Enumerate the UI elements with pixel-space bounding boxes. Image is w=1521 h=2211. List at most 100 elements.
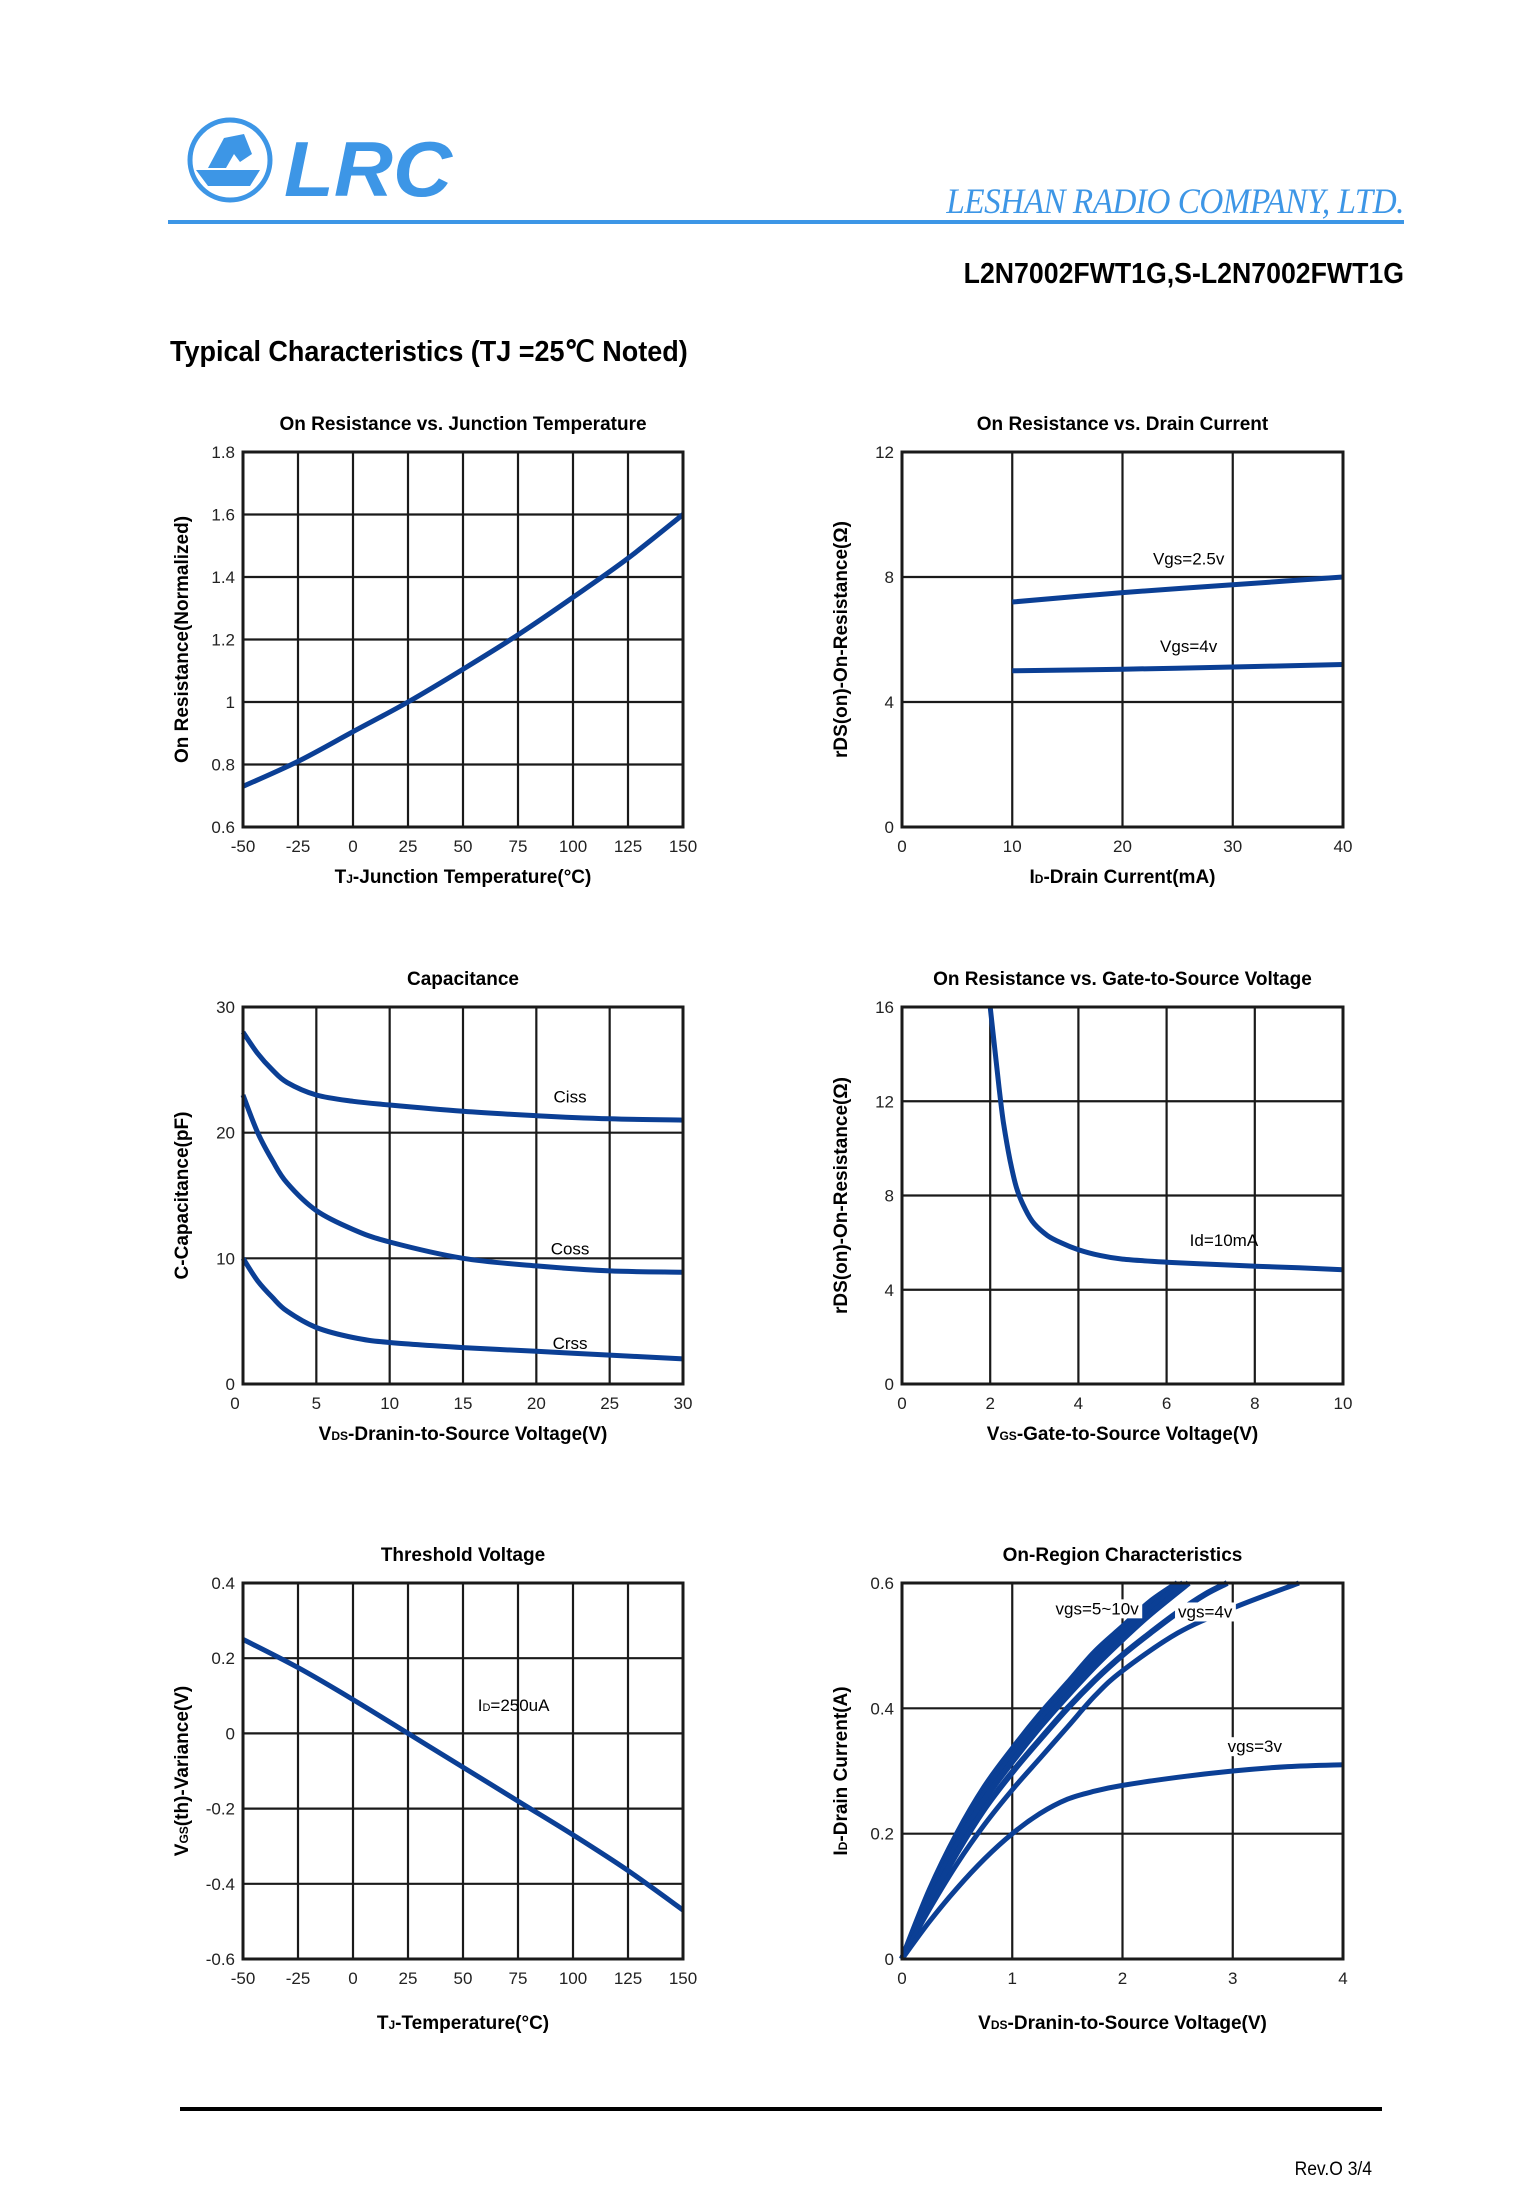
curve-label-crss: Crss — [553, 1334, 588, 1353]
x-tick-label: 8 — [1250, 1394, 1259, 1413]
curve-label-coss: Coss — [551, 1240, 590, 1259]
x-tick-label: 1 — [1008, 1969, 1017, 1988]
lrc-logo: LRC — [187, 117, 454, 208]
x-tick-label: -25 — [286, 1969, 311, 1988]
x-tick-label: 10 — [380, 1394, 399, 1413]
x-tick-label: 2 — [985, 1394, 994, 1413]
company-name: LESHAN RADIO COMPANY, LTD. — [946, 181, 1404, 221]
x-tick-label: 0 — [897, 1969, 906, 1988]
x-tick-label: 0 — [897, 1394, 906, 1413]
x-tick-label: 15 — [454, 1394, 473, 1413]
y-tick-label: 8 — [885, 1187, 894, 1206]
plot-frame — [900, 1581, 1345, 1961]
x-tick-label: 75 — [509, 837, 528, 856]
x-tick-label: 4 — [1338, 1969, 1347, 1988]
y-tick-label: 0 — [226, 1724, 235, 1743]
x-tick-label: 25 — [600, 1394, 619, 1413]
curve-vgs-2-5v — [1012, 574, 1344, 605]
curve-label-id-10ma: Id=10mA — [1190, 1231, 1259, 1250]
y-axis-label: On Resistance(Normalized) — [172, 516, 193, 763]
x-axis-label: TJ-Temperature(°C) — [377, 2013, 549, 2034]
logo-text: LRC — [284, 125, 454, 208]
section-title: Typical Characteristics (TJ =25℃ Noted) — [170, 336, 688, 368]
y-axis-label: ID-Drain Current(A) — [831, 1686, 852, 1855]
x-tick-label: 50 — [454, 1969, 473, 1988]
chart-title: On-Region Characteristics — [1003, 1545, 1243, 1566]
x-tick-label: -25 — [286, 837, 311, 856]
logo-circle-icon — [187, 117, 273, 203]
x-tick-label: 5 — [312, 1394, 321, 1413]
y-axis-label: C-Capacitance(pF) — [172, 1112, 193, 1280]
curve-coss — [240, 1094, 684, 1275]
x-axis-label: VDS-Dranin-to-Source Voltage(V) — [319, 1424, 608, 1445]
x-tick-label: 30 — [1223, 837, 1242, 856]
curve-label-background — [1224, 1737, 1286, 1757]
y-tick-label: -0.2 — [206, 1800, 235, 1819]
chart-title: On Resistance vs. Gate-to-Source Voltage — [933, 969, 1312, 990]
curve-vgs-4v — [1012, 662, 1344, 674]
revision-page-number: Rev.O 3/4 — [1294, 2159, 1372, 2180]
x-tick-label: 0 — [348, 1969, 357, 1988]
y-tick-label: 0.4 — [870, 1699, 894, 1718]
curve-label-vgs-4v: vgs=4v — [1178, 1602, 1233, 1621]
chart-rds-vs-id: On Resistance vs. Drain Current Vgs=2.5v V… — [831, 414, 1352, 888]
chart-on-region: On-Region Characteristics vgs=5~10v vgs=4v… — [831, 1545, 1348, 2034]
plot-frame — [900, 1005, 1345, 1386]
y-tick-label: 12 — [875, 1092, 894, 1111]
y-tick-label: 12 — [875, 443, 894, 462]
y-tick-label: 0.2 — [211, 1649, 235, 1668]
x-tick-label: 25 — [399, 837, 418, 856]
x-tick-label: 10 — [1003, 837, 1022, 856]
x-tick-label: -50 — [231, 1969, 256, 1988]
y-tick-label: 4 — [885, 693, 894, 712]
chart-rds-vs-tj: On Resistance vs. Junction Temperature -5… — [172, 414, 697, 888]
y-tick-label: 0.6 — [870, 1574, 894, 1593]
curve-vgs-5v — [899, 1580, 1229, 1961]
x-tick-label: 0 — [348, 837, 357, 856]
curve-vgs-4v — [899, 1580, 1300, 1961]
chart-title: Threshold Voltage — [381, 1545, 545, 1566]
curve-label-background — [1175, 1602, 1236, 1622]
plot-frame — [241, 450, 685, 829]
x-tick-label: 30 — [674, 1394, 693, 1413]
x-axis-label: TJ-Junction Temperature(°C) — [335, 867, 592, 888]
chart-threshold-voltage: Threshold Voltage ID=250uA -50 -25 0 25 50 75 10… — [172, 1545, 697, 2034]
y-tick-label: 0.2 — [870, 1825, 894, 1844]
curve-vgs-6v — [899, 1580, 1191, 1961]
x-tick-label: 100 — [559, 1969, 587, 1988]
y-tick-label: -0.6 — [206, 1950, 235, 1969]
curve-label-ciss: Ciss — [554, 1088, 587, 1107]
x-tick-label: 6 — [1162, 1394, 1171, 1413]
x-axis-label: VGS-Gate-to-Source Voltage(V) — [987, 1424, 1258, 1445]
y-tick-label: 0 — [226, 1375, 235, 1394]
curve-rds-vs-tj — [241, 512, 685, 789]
y-tick-label: 8 — [885, 568, 894, 587]
y-tick-label: 30 — [216, 998, 235, 1017]
x-tick-label: 2 — [1118, 1969, 1127, 1988]
x-tick-label: 50 — [454, 837, 473, 856]
x-tick-label: 0 — [897, 837, 906, 856]
y-tick-label: 1.8 — [211, 443, 235, 462]
x-tick-label: 20 — [527, 1394, 546, 1413]
x-tick-label: 40 — [1334, 837, 1353, 856]
chart-title: Capacitance — [407, 969, 519, 990]
curve-label-vgs-2-5v: Vgs=2.5v — [1153, 550, 1225, 569]
y-tick-label: 0 — [885, 818, 894, 837]
y-tick-label: 10 — [216, 1249, 235, 1268]
chart-title: On Resistance vs. Junction Temperature — [279, 414, 646, 435]
y-axis-label: rDS(on)-On-Resistance(Ω) — [831, 521, 852, 758]
x-tick-label: 10 — [1334, 1394, 1353, 1413]
curve-label-vgs-4v: Vgs=4v — [1160, 637, 1218, 656]
x-tick-label: 150 — [669, 1969, 697, 1988]
curve-label-background — [1052, 1599, 1143, 1619]
x-tick-label: 150 — [669, 837, 697, 856]
y-tick-label: 1 — [226, 693, 235, 712]
y-tick-label: 16 — [875, 998, 894, 1017]
curve-label-vgs-5-10v: vgs=5~10v — [1056, 1599, 1140, 1618]
y-tick-label: 1.4 — [211, 568, 235, 587]
y-tick-label: 1.2 — [211, 631, 235, 650]
x-tick-label: 125 — [614, 837, 642, 856]
curve-id-250ua — [241, 1637, 685, 1913]
y-tick-label: 0 — [885, 1375, 894, 1394]
